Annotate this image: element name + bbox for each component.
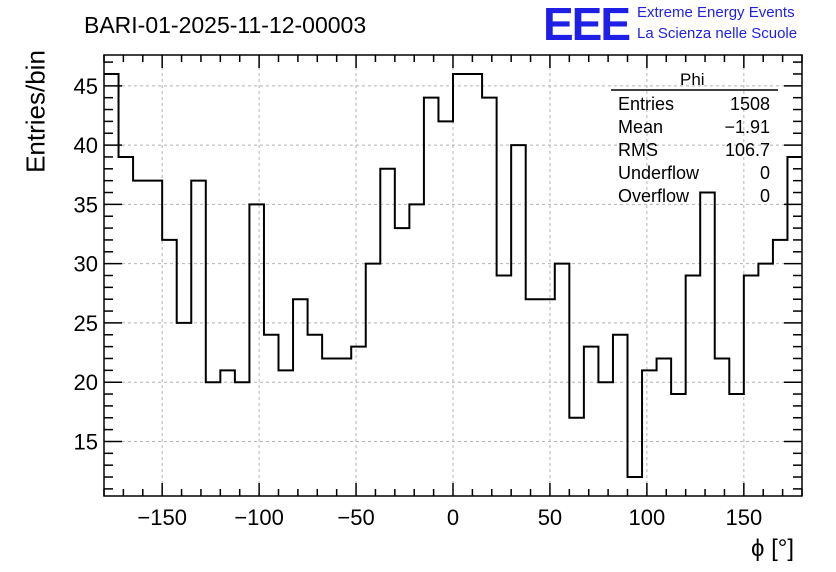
y-tick-label: 30 [74, 252, 98, 277]
logo-line2: La Scienza nelle Scuole [637, 25, 798, 42]
x-tick-label: 50 [538, 505, 562, 530]
y-tick-label: 35 [74, 192, 98, 217]
x-tick-label: 150 [725, 505, 762, 530]
axes: −150 −100 −50 0 50 100 150 15 20 25 30 35 40 45 [74, 54, 803, 530]
y-tick-label: 40 [74, 133, 98, 158]
histogram-series [104, 72, 802, 479]
stat-value: −1.91 [724, 117, 770, 137]
x-tick-label: −150 [137, 505, 187, 530]
stat-value: 0 [759, 186, 770, 206]
stat-key: RMS [618, 140, 658, 160]
stat-value: 1508 [729, 94, 770, 114]
stat-key: Overflow [618, 186, 690, 206]
stat-key: Entries [618, 94, 675, 114]
y-tick-label: 25 [74, 311, 98, 336]
y-axis-label: Entries/bin [20, 50, 51, 173]
logo-line1: Extreme Energy Events [637, 4, 795, 21]
plot-title: BARI-01-2025-11-12-00003 [84, 12, 367, 38]
stat-value: 106.7 [724, 140, 770, 160]
x-tick-label: −100 [234, 505, 284, 530]
y-tick-label: 15 [74, 429, 98, 454]
stat-key: Mean [618, 117, 664, 137]
stats-title: Phi [680, 70, 705, 89]
x-tick-label: −50 [337, 505, 374, 530]
y-tick-label: 20 [74, 370, 98, 395]
y-tick-label: 45 [74, 74, 98, 99]
x-tick-label: 0 [447, 505, 459, 530]
x-tick-label: 100 [629, 505, 666, 530]
x-axis-label: ϕ [°] [751, 535, 795, 562]
stat-key: Underflow [618, 163, 700, 183]
histogram-outline [104, 72, 802, 479]
eee-logo: EEE [543, 0, 631, 50]
stat-value: 0 [759, 163, 770, 183]
